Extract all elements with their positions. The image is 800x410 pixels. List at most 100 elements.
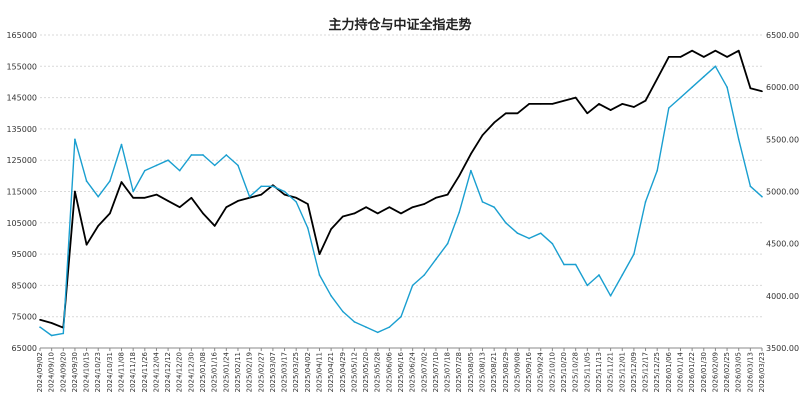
data-point	[260, 193, 263, 196]
data-point	[202, 154, 204, 156]
data-point	[248, 195, 251, 198]
x-tick-label: 2026/01/22	[688, 352, 696, 392]
x-tick-label: 2026/03/13	[746, 352, 754, 392]
series-line-right	[39, 65, 763, 337]
x-tick-label: 2025/03/07	[269, 352, 277, 392]
data-point	[749, 185, 752, 188]
data-point	[213, 225, 216, 227]
y-right-tick-label: 5000.00	[766, 188, 799, 197]
data-point	[120, 143, 123, 146]
data-point	[365, 326, 367, 328]
data-point	[644, 201, 647, 203]
y-right-tick-label: 4000.00	[766, 292, 799, 301]
data-point	[376, 212, 379, 215]
data-point	[749, 87, 752, 90]
data-point	[39, 319, 41, 321]
y-right-tick-label: 3500.00	[766, 344, 799, 353]
data-point	[528, 237, 530, 240]
data-point	[574, 263, 577, 266]
data-point	[388, 206, 391, 208]
chart-title: 主力持仓与中证全指走势	[328, 18, 472, 33]
data-point	[120, 181, 123, 183]
x-tick-label: 2025/01/16	[211, 351, 219, 392]
data-point	[178, 206, 181, 208]
y-right-tick-label: 6500.00	[766, 31, 799, 40]
x-tick-label: 2025/11/21	[607, 352, 615, 392]
data-point	[318, 253, 321, 255]
x-tick-label: 2026/02/25	[723, 352, 731, 392]
x-tick-label: 2025/08/21	[490, 352, 498, 392]
data-point	[50, 334, 53, 337]
data-point	[62, 332, 65, 335]
y-left-tick-label: 75000	[12, 313, 37, 322]
data-point	[539, 232, 542, 235]
x-tick-label: 2025/07/10	[432, 352, 440, 392]
data-point	[423, 274, 426, 276]
data-point	[656, 78, 658, 80]
data-point	[74, 190, 76, 193]
data-point	[272, 185, 274, 188]
x-tick-label: 2025/07/18	[444, 352, 452, 392]
data-point	[283, 190, 286, 193]
data-point	[563, 99, 565, 102]
y-left-tick-label: 65000	[12, 344, 37, 353]
x-tick-label: 2025/05/12	[350, 352, 358, 392]
data-point	[295, 196, 297, 199]
data-point	[714, 65, 717, 68]
data-point	[307, 227, 309, 229]
data-point	[190, 196, 193, 199]
x-tick-label: 2025/02/11	[234, 352, 242, 392]
data-point	[400, 315, 402, 318]
data-point	[400, 212, 402, 215]
data-point	[74, 138, 76, 141]
x-tick-label: 2024/12/12	[164, 352, 172, 392]
y-right-tick-label: 5500.00	[766, 135, 799, 144]
x-tick-label: 2025/08/13	[479, 352, 487, 392]
data-point	[481, 201, 484, 203]
y-left-tick-label: 115000	[6, 188, 37, 197]
x-tick-label: 2025/02/27	[257, 352, 265, 392]
data-point	[574, 96, 577, 99]
y-left-tick-label: 125000	[6, 156, 37, 165]
x-tick-label: 2025/12/17	[642, 352, 650, 392]
data-point	[330, 228, 332, 230]
data-point	[761, 90, 763, 93]
data-point	[516, 232, 519, 235]
data-point	[737, 138, 740, 141]
y-left-tick-label: 145000	[6, 94, 37, 103]
x-tick-label: 2025/05/20	[362, 352, 370, 392]
data-point	[702, 75, 705, 78]
x-tick-label: 2024/09/30	[71, 352, 79, 392]
y-left-tick-label: 155000	[6, 62, 37, 71]
x-tick-label: 2025/09/16	[525, 351, 533, 392]
x-tick-label: 2025/07/02	[420, 352, 428, 392]
data-point	[388, 326, 391, 328]
data-point	[202, 212, 204, 215]
x-tick-label: 2025/03/25	[292, 352, 300, 392]
data-point	[97, 195, 100, 198]
x-tick-label: 2026/01/14	[676, 351, 684, 392]
data-point	[341, 310, 344, 313]
data-point	[691, 86, 693, 88]
x-tick-label: 2025/07/28	[455, 352, 463, 392]
y-right-tick-label: 6000.00	[766, 83, 799, 92]
x-tick-label: 2025/04/02	[304, 352, 312, 392]
y-left-tick-label: 85000	[12, 281, 37, 290]
data-point	[178, 169, 181, 172]
data-point	[50, 322, 53, 324]
x-tick-label: 2025/03/17	[281, 352, 289, 392]
data-point	[633, 106, 635, 108]
x-tick-label: 2026/02/09	[711, 352, 719, 392]
x-tick-label: 2025/10/10	[548, 352, 556, 392]
x-tick-label: 2025/09/24	[537, 351, 545, 392]
data-point	[609, 295, 612, 297]
data-point	[493, 121, 495, 124]
x-tick-label: 2025/10/20	[560, 352, 568, 392]
data-point	[551, 242, 554, 245]
x-tick-label: 2025/12/01	[618, 352, 626, 392]
x-tick-label: 2025/02/19	[246, 352, 254, 392]
x-tick-label: 2024/10/23	[94, 352, 102, 392]
data-point	[668, 56, 670, 58]
x-tick-label: 2025/06/24	[409, 351, 417, 392]
data-point	[144, 169, 146, 172]
